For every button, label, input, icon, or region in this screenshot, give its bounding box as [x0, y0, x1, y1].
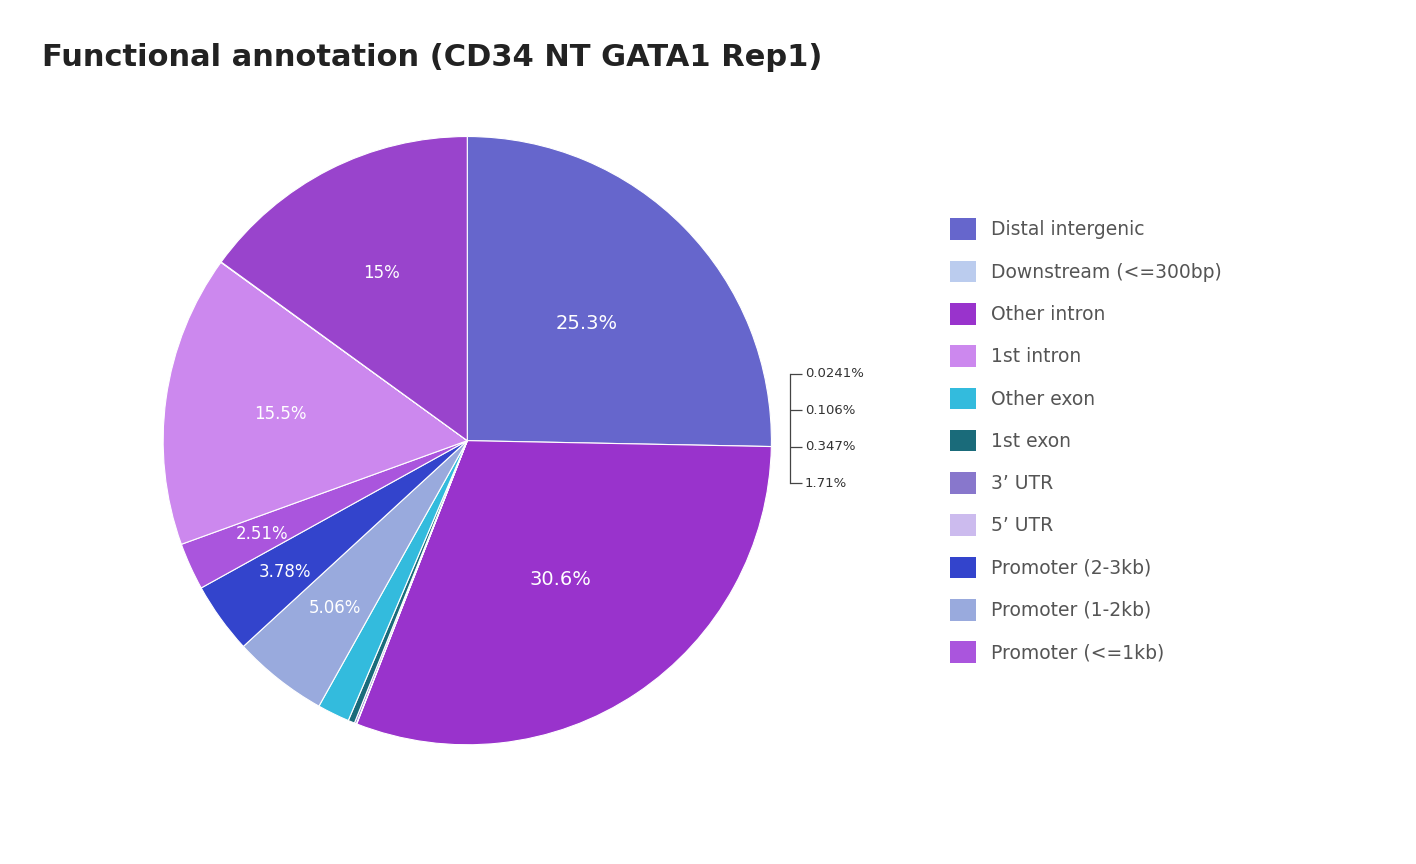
Text: 30.6%: 30.6%	[530, 570, 592, 589]
Wedge shape	[357, 441, 467, 724]
Wedge shape	[244, 441, 467, 706]
Wedge shape	[357, 441, 772, 745]
Wedge shape	[201, 441, 467, 646]
Wedge shape	[467, 137, 772, 447]
Text: 1.71%: 1.71%	[804, 477, 847, 490]
Legend: Distal intergenic, Downstream (<=300bp), Other intron, 1st intron, Other exon, 1: Distal intergenic, Downstream (<=300bp),…	[940, 209, 1231, 672]
Text: 15.5%: 15.5%	[255, 405, 307, 423]
Wedge shape	[354, 441, 467, 724]
Text: 5.06%: 5.06%	[309, 599, 361, 617]
Text: 0.347%: 0.347%	[804, 441, 855, 454]
Wedge shape	[163, 263, 467, 544]
Wedge shape	[181, 441, 467, 588]
Text: 3.78%: 3.78%	[259, 563, 312, 581]
Wedge shape	[221, 137, 467, 441]
Text: 0.106%: 0.106%	[804, 403, 855, 416]
Text: 0.0241%: 0.0241%	[804, 367, 864, 380]
Wedge shape	[348, 441, 467, 723]
Text: Functional annotation (CD34 NT GATA1 Rep1): Functional annotation (CD34 NT GATA1 Rep…	[42, 43, 823, 73]
Text: 15%: 15%	[364, 264, 401, 282]
Wedge shape	[221, 262, 467, 441]
Text: 25.3%: 25.3%	[555, 314, 617, 333]
Wedge shape	[319, 441, 467, 721]
Text: 2.51%: 2.51%	[236, 524, 289, 543]
